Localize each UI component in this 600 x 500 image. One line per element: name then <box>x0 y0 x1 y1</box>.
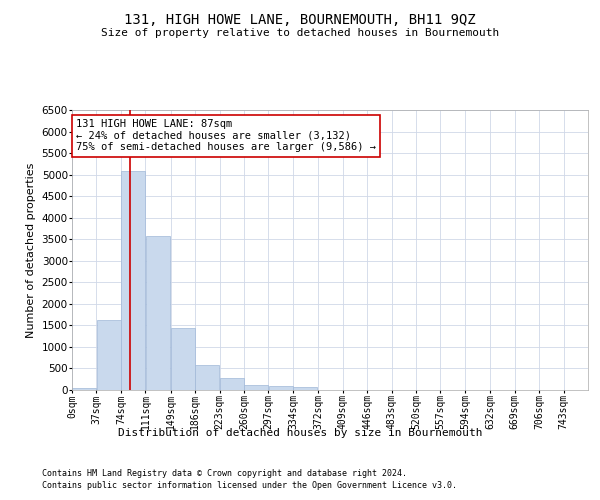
Text: 131, HIGH HOWE LANE, BOURNEMOUTH, BH11 9QZ: 131, HIGH HOWE LANE, BOURNEMOUTH, BH11 9… <box>124 12 476 26</box>
Bar <box>72 388 96 390</box>
Text: Distribution of detached houses by size in Bournemouth: Distribution of detached houses by size … <box>118 428 482 438</box>
Text: 131 HIGH HOWE LANE: 87sqm
← 24% of detached houses are smaller (3,132)
75% of se: 131 HIGH HOWE LANE: 87sqm ← 24% of detac… <box>76 119 376 152</box>
Bar <box>195 365 219 390</box>
Bar <box>244 385 268 390</box>
Bar <box>171 328 195 390</box>
Bar <box>220 378 244 390</box>
Bar <box>269 386 293 390</box>
Bar <box>293 388 317 390</box>
Bar <box>146 236 170 390</box>
Y-axis label: Number of detached properties: Number of detached properties <box>26 162 36 338</box>
Bar <box>97 320 121 390</box>
Text: Contains public sector information licensed under the Open Government Licence v3: Contains public sector information licen… <box>42 481 457 490</box>
Bar <box>121 171 145 390</box>
Text: Contains HM Land Registry data © Crown copyright and database right 2024.: Contains HM Land Registry data © Crown c… <box>42 468 407 477</box>
Text: Size of property relative to detached houses in Bournemouth: Size of property relative to detached ho… <box>101 28 499 38</box>
